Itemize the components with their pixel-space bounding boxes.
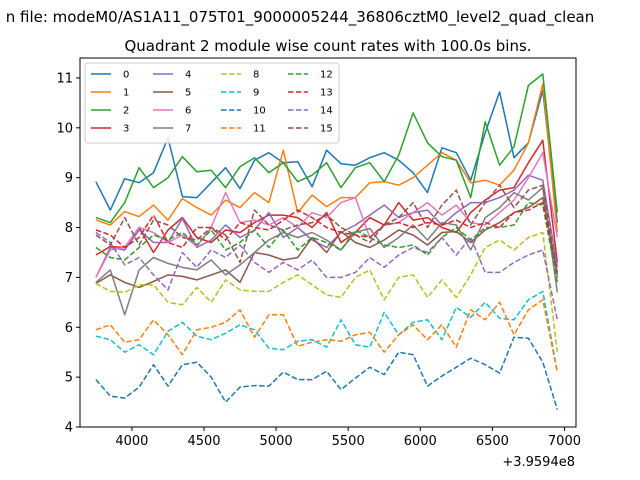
series-layer [95,73,559,410]
series-line-15 [95,184,559,278]
legend-label-3: 3 [123,124,129,135]
series-line-10 [95,336,559,410]
series-line-11 [95,299,559,373]
series-line-3 [95,139,559,263]
chart-title: Quadrant 2 module wise count rates with … [124,37,531,55]
y-tick-label: 9 [65,171,73,186]
legend-label-10: 10 [253,106,266,117]
legend-label-9: 9 [253,88,259,99]
series-line-1 [95,83,559,233]
y-tick-label: 7 [65,271,73,286]
y-tick-label: 10 [56,121,73,136]
legend-label-0: 0 [123,70,129,81]
series-line-13 [95,201,559,273]
x-tick-label: 5500 [332,434,365,449]
legend-label-15: 15 [320,124,333,135]
x-tick-label: 4000 [115,434,148,449]
legend-label-4: 4 [185,70,191,81]
x-axis-offset-label: +3.9594e8 [502,455,575,470]
figure-suptitle: n file: modeM0/AS1A11_075T01_9000005244_… [6,8,595,27]
x-tick-label: 6500 [476,434,509,449]
y-tick-label: 4 [65,421,73,436]
y-tick-label: 6 [65,321,73,336]
y-tick-label: 5 [65,371,73,386]
series-line-9 [95,290,559,373]
x-tick-label: 4500 [187,434,220,449]
series-line-14 [95,231,559,320]
legend-label-14: 14 [320,106,333,117]
series-line-2 [95,73,559,224]
y-tick-label: 11 [56,71,73,86]
legend-label-6: 6 [185,106,191,117]
legend-label-1: 1 [123,88,129,99]
axes-frame [79,57,577,428]
x-tick-label: 7000 [548,434,581,449]
series-line-4 [95,174,559,278]
x-tick-label: 5000 [260,434,293,449]
legend-label-7: 7 [185,124,191,135]
x-tick-label: 6000 [404,434,437,449]
series-line-7 [95,186,559,316]
legend-label-11: 11 [253,124,266,135]
legend-label-8: 8 [253,70,259,81]
legend-label-13: 13 [320,88,333,99]
legend-label-12: 12 [320,70,333,81]
series-line-8 [95,231,559,353]
legend-label-5: 5 [185,88,191,99]
y-tick-label: 8 [65,221,73,236]
legend-frame [84,62,340,144]
series-line-12 [95,201,559,283]
legend-label-2: 2 [123,106,129,117]
